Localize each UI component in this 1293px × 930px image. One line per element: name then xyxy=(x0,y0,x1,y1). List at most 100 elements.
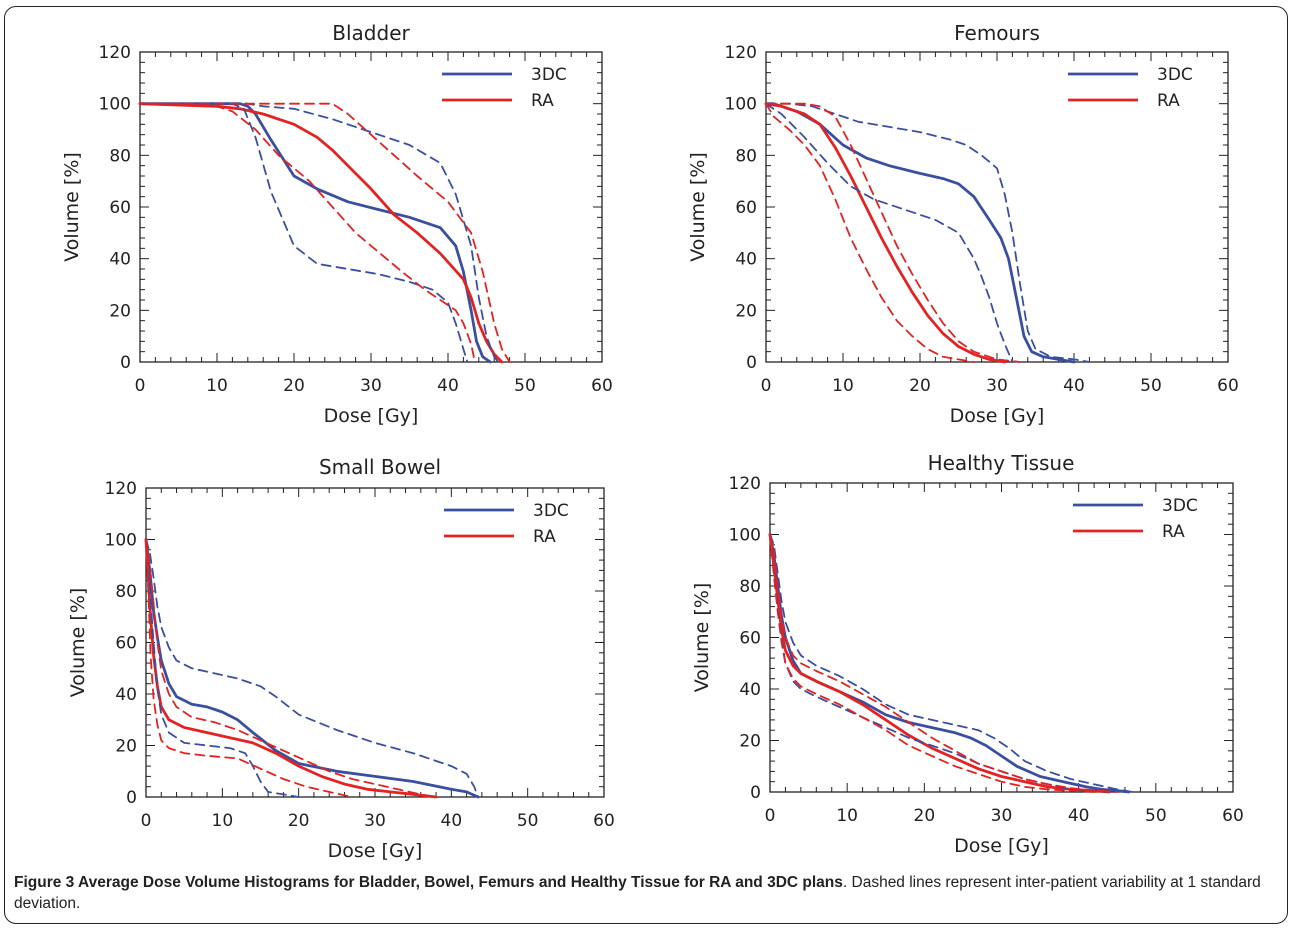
series-3DC-dashed-sd xyxy=(765,102,1014,363)
y-tick-label: 0 xyxy=(120,353,131,373)
figure-caption: Figure 3 Average Dose Volume Histograms … xyxy=(14,872,1282,914)
panel-title: Healthy Tissue xyxy=(928,451,1075,475)
y-tick-label: 40 xyxy=(735,250,757,270)
series-3DC-dashed-sd xyxy=(145,538,480,798)
series-3DC-dashed-sd xyxy=(769,533,1111,793)
y-axis-label: Volume [%] xyxy=(687,152,709,262)
legend-label-RA: RA xyxy=(531,91,554,111)
panel-title: Femours xyxy=(954,21,1040,45)
y-tick-label: 20 xyxy=(109,301,131,321)
series-3DC-mean xyxy=(764,102,1076,364)
y-tick-label: 80 xyxy=(739,577,761,597)
x-tick-label: 20 xyxy=(909,376,931,396)
panel-title: Small Bowel xyxy=(319,455,441,479)
x-tick-label: 30 xyxy=(991,806,1013,826)
x-tick-label: 50 xyxy=(1145,806,1167,826)
x-tick-label: 60 xyxy=(1222,806,1244,826)
x-tick-label: 20 xyxy=(283,376,305,396)
panel-femours: Femours 0 10 20 30 40 50 60 0 20 40 60 80 100 120 Dose … xyxy=(687,21,1239,427)
series-RA-dashed-sd xyxy=(769,533,1095,793)
x-tick-label: 50 xyxy=(514,376,536,396)
panel-title: Bladder xyxy=(332,21,410,45)
x-axis-label: Dose [Gy] xyxy=(324,405,419,427)
legend-label-3DC: 3DC xyxy=(531,65,567,85)
x-tick-label: 40 xyxy=(1063,376,1085,396)
x-tick-label: 10 xyxy=(212,811,234,831)
x-axis-label: Dose [Gy] xyxy=(954,835,1049,857)
series-RA-dashed-sd xyxy=(765,102,975,363)
y-tick-label: 60 xyxy=(109,198,131,218)
x-tick-label: 40 xyxy=(441,811,463,831)
x-tick-label: 20 xyxy=(288,811,310,831)
x-tick-label: 60 xyxy=(1217,376,1239,396)
panel-healthy-tissue: Healthy Tissue 0 10 20 30 40 50 60 0 20 40 60 80 100 1… xyxy=(691,451,1244,857)
y-axis-label: Volume [%] xyxy=(691,583,713,693)
x-tick-label: 60 xyxy=(593,811,615,831)
y-axis-label: Volume [%] xyxy=(67,588,89,698)
x-axis-label: Dose [Gy] xyxy=(328,840,423,862)
series-RA-dashed-sd xyxy=(139,102,511,363)
x-tick-label: 0 xyxy=(765,806,776,826)
y-tick-label: 40 xyxy=(739,680,761,700)
y-tick-label: 100 xyxy=(105,531,137,551)
x-tick-label: 40 xyxy=(437,376,459,396)
series-3DC-dashed-sd xyxy=(145,538,300,798)
legend-label-3DC: 3DC xyxy=(1162,496,1198,516)
x-tick-label: 0 xyxy=(141,811,152,831)
x-tick-label: 30 xyxy=(364,811,386,831)
series-RA-dashed-sd xyxy=(145,538,354,798)
y-tick-label: 60 xyxy=(735,198,757,218)
series-3DC-dashed-sd xyxy=(769,533,1134,793)
series-RA-mean xyxy=(764,102,1007,364)
y-tick-label: 120 xyxy=(105,479,137,499)
series-RA-mean xyxy=(138,102,504,364)
y-tick-label: 120 xyxy=(725,43,757,63)
series-3DC-mean xyxy=(138,102,492,364)
legend-label-3DC: 3DC xyxy=(533,501,569,521)
y-tick-label: 60 xyxy=(115,634,137,654)
x-tick-label: 50 xyxy=(517,811,539,831)
y-tick-label: 80 xyxy=(735,146,757,166)
series-RA-dashed-sd xyxy=(765,102,1021,363)
series-3DC-mean xyxy=(768,533,1131,794)
x-tick-label: 20 xyxy=(914,806,936,826)
y-tick-label: 0 xyxy=(750,783,761,803)
x-tick-label: 30 xyxy=(986,376,1008,396)
series-RA-dashed-sd xyxy=(769,533,1119,793)
series-RA-mean xyxy=(768,533,1111,794)
x-tick-label: 50 xyxy=(1140,376,1162,396)
y-tick-label: 120 xyxy=(99,43,131,63)
x-tick-label: 0 xyxy=(135,376,146,396)
y-tick-label: 0 xyxy=(126,788,137,808)
legend-label-3DC: 3DC xyxy=(1157,65,1193,85)
y-tick-label: 100 xyxy=(99,95,131,115)
panel-small-bowel: Small Bowel 0 10 20 30 40 50 60 0 20 40 60 80 100 120 D… xyxy=(67,455,615,862)
x-tick-label: 10 xyxy=(836,806,858,826)
series-3DC-mean xyxy=(144,538,480,799)
figure-frame xyxy=(4,6,1288,924)
y-tick-label: 0 xyxy=(746,353,757,373)
y-tick-label: 20 xyxy=(115,737,137,757)
legend-label-RA: RA xyxy=(1157,91,1180,111)
y-tick-label: 20 xyxy=(739,732,761,752)
series-3DC-dashed-sd xyxy=(765,102,1091,363)
x-tick-label: 40 xyxy=(1068,806,1090,826)
y-tick-label: 20 xyxy=(735,301,757,321)
x-tick-label: 10 xyxy=(206,376,228,396)
series-RA-dashed-sd xyxy=(139,102,476,363)
panel-bladder: Bladder 0 10 20 30 40 50 60 0 20 40 60 80 100 120 Dose … xyxy=(61,21,613,427)
y-tick-label: 100 xyxy=(729,526,761,546)
x-tick-label: 10 xyxy=(832,376,854,396)
y-tick-label: 40 xyxy=(115,685,137,705)
y-tick-label: 80 xyxy=(109,146,131,166)
caption-rest: . Dashed lines represent inter-patient v… xyxy=(14,874,1261,912)
caption-bold: Figure 3 Average Dose Volume Histograms … xyxy=(14,874,843,891)
y-tick-label: 40 xyxy=(109,250,131,270)
y-tick-label: 80 xyxy=(115,582,137,602)
x-axis-label: Dose [Gy] xyxy=(950,405,1045,427)
x-tick-label: 60 xyxy=(591,376,613,396)
y-tick-label: 120 xyxy=(729,474,761,494)
legend-label-RA: RA xyxy=(1162,522,1185,542)
y-tick-label: 100 xyxy=(725,95,757,115)
